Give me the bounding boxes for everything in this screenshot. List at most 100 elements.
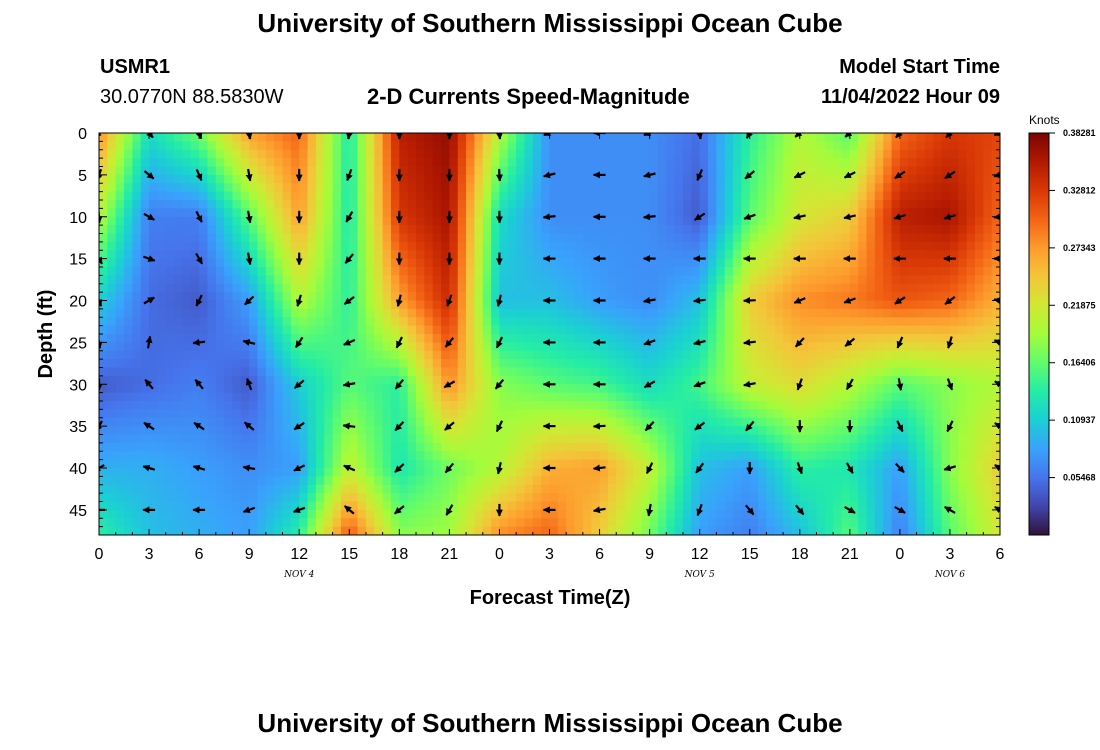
heatmap-cell (466, 191, 476, 201)
heatmap-cell (157, 476, 167, 486)
heatmap-cell (282, 501, 292, 511)
heatmap-cell (207, 392, 217, 402)
heatmap-cell (424, 183, 434, 193)
heatmap-cell (799, 476, 809, 486)
heatmap-cell (524, 208, 534, 218)
heatmap-cell (708, 476, 717, 486)
heatmap-cell (933, 250, 943, 260)
heatmap-cell (99, 325, 108, 335)
heatmap-cell (983, 225, 993, 235)
heatmap-cell (557, 493, 567, 503)
heatmap-cell (833, 292, 843, 302)
heatmap-cell (791, 267, 801, 276)
heatmap-cell (566, 283, 576, 293)
heatmap-cell (758, 241, 767, 251)
heatmap-cell (708, 367, 717, 377)
heatmap-cell (132, 233, 142, 243)
heatmap-cell (124, 275, 133, 285)
heatmap-cell (165, 325, 175, 335)
heatmap-cell (991, 417, 1000, 427)
heatmap-cell (257, 384, 267, 394)
heatmap-cell (591, 258, 601, 268)
heatmap-cell (107, 275, 117, 285)
heatmap-cell (666, 149, 676, 159)
heatmap-cell (624, 451, 634, 461)
heatmap-cell (165, 158, 175, 168)
heatmap-cell (224, 401, 234, 410)
heatmap-cell (724, 442, 734, 452)
heatmap-cell (774, 225, 784, 235)
heatmap-cell (399, 317, 409, 327)
heatmap-cell (115, 250, 125, 260)
heatmap-cell (808, 149, 818, 159)
heatmap-cell (799, 267, 809, 276)
heatmap-cell (107, 401, 117, 410)
heatmap-cell (666, 434, 676, 444)
heatmap-cell (332, 509, 342, 519)
heatmap-cell (115, 200, 125, 209)
heatmap-cell (649, 283, 659, 293)
heatmap-cell (207, 493, 217, 503)
heatmap-cell (616, 317, 626, 327)
heatmap-cell (424, 359, 434, 369)
heatmap-cell (557, 292, 567, 302)
heatmap-cell (516, 451, 526, 461)
heatmap-cell (899, 451, 909, 461)
heatmap-cell (466, 216, 476, 226)
heatmap-cell (99, 300, 108, 310)
heatmap-cell (99, 149, 108, 159)
heatmap-cell (641, 300, 651, 310)
heatmap-cell (891, 367, 901, 377)
heatmap-cell (891, 191, 901, 201)
heatmap-cell (174, 258, 184, 268)
heatmap-cell (666, 459, 676, 469)
heatmap-cell (516, 166, 526, 176)
heatmap-cell (132, 451, 142, 461)
heatmap-cell (657, 200, 667, 209)
heatmap-cell (708, 359, 717, 369)
heatmap-cell (666, 359, 676, 369)
heatmap-cell (691, 350, 701, 360)
heatmap-cell (482, 174, 492, 184)
heatmap-cell (274, 275, 284, 285)
heatmap-cell (532, 267, 542, 276)
heatmap-cell (357, 183, 367, 193)
heatmap-cell (691, 434, 701, 444)
heatmap-cell (132, 384, 142, 394)
heatmap-cell (99, 518, 108, 528)
heatmap-cell (307, 325, 317, 335)
heatmap-cell (657, 426, 667, 436)
heatmap-cell (541, 200, 551, 209)
heatmap-cell (274, 493, 284, 503)
heatmap-cell (849, 434, 859, 444)
heatmap-cell (407, 409, 417, 419)
heatmap-cell (766, 384, 776, 394)
heatmap-cell (758, 493, 767, 503)
heatmap-cell (866, 442, 876, 452)
heatmap-cell (249, 359, 259, 369)
heatmap-cell (424, 308, 434, 318)
heatmap-cell (207, 233, 217, 243)
heatmap-cell (199, 267, 209, 276)
heatmap-cell (974, 434, 984, 444)
heatmap-cell (516, 233, 526, 243)
heatmap-cell (574, 233, 584, 243)
heatmap-cell (324, 392, 334, 402)
heatmap-cell (115, 375, 125, 385)
heatmap-cell (365, 174, 375, 184)
heatmap-cell (174, 283, 184, 293)
heatmap-cell (991, 275, 1000, 285)
heatmap-cell (107, 409, 117, 419)
heatmap-cell (507, 359, 517, 369)
heatmap-cell (624, 493, 634, 503)
heatmap-cell (682, 267, 692, 276)
heatmap-cell (474, 241, 484, 251)
heatmap-cell (199, 241, 209, 251)
heatmap-cell (708, 468, 717, 477)
heatmap-cell (265, 149, 275, 159)
heatmap-cell (441, 334, 450, 343)
heatmap-cell (240, 141, 250, 151)
heatmap-cell (949, 174, 959, 184)
heatmap-cell (332, 183, 342, 193)
heatmap-cell (424, 133, 434, 142)
